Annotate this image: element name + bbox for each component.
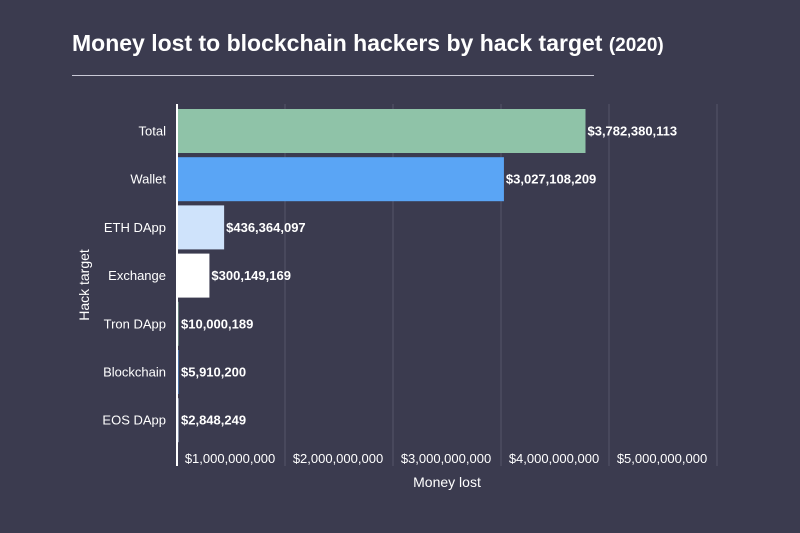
value-label: $300,149,169 bbox=[211, 268, 291, 283]
x-tick-label: $3,000,000,000 bbox=[401, 451, 491, 466]
x-axis-title: Money lost bbox=[413, 474, 481, 490]
value-label: $10,000,189 bbox=[181, 316, 253, 331]
category-labels: Total Wallet ETH DApp Exchange Tron DApp Bloc… bbox=[102, 124, 166, 428]
category-label: Blockchain bbox=[103, 365, 166, 380]
value-label: $436,364,097 bbox=[226, 220, 306, 235]
value-labels: $3,782,380,113 $3,027,108,209 $436,364,097… bbox=[181, 124, 677, 428]
chart-title-text: Money lost to blockchain hackers by hack… bbox=[72, 30, 603, 56]
title-divider bbox=[72, 75, 594, 76]
category-label: ETH DApp bbox=[104, 220, 166, 235]
x-tick-label: $1,000,000,000 bbox=[185, 451, 275, 466]
bar bbox=[177, 205, 225, 250]
value-label: $5,910,200 bbox=[181, 365, 246, 380]
bar bbox=[177, 253, 210, 298]
y-axis-title: Hack target bbox=[76, 249, 92, 321]
value-label: $3,782,380,113 bbox=[587, 124, 677, 139]
chart-title: Money lost to blockchain hackers by hack… bbox=[72, 30, 664, 57]
bar bbox=[177, 157, 504, 202]
category-label: EOS DApp bbox=[102, 413, 166, 428]
x-tick-label: $5,000,000,000 bbox=[617, 451, 707, 466]
category-label: Total bbox=[139, 124, 167, 139]
chart-subtitle: (2020) bbox=[608, 35, 664, 56]
bar bbox=[177, 109, 586, 153]
x-tick-labels: $1,000,000,000 $2,000,000,000 $3,000,000,0… bbox=[185, 451, 707, 466]
value-label: $2,848,249 bbox=[181, 413, 246, 428]
x-tick-label: $4,000,000,000 bbox=[509, 451, 599, 466]
value-label: $3,027,108,209 bbox=[506, 172, 596, 187]
category-label: Wallet bbox=[130, 172, 166, 187]
category-label: Tron DApp bbox=[104, 316, 166, 331]
category-label: Exchange bbox=[108, 268, 166, 283]
x-tick-label: $2,000,000,000 bbox=[293, 451, 383, 466]
